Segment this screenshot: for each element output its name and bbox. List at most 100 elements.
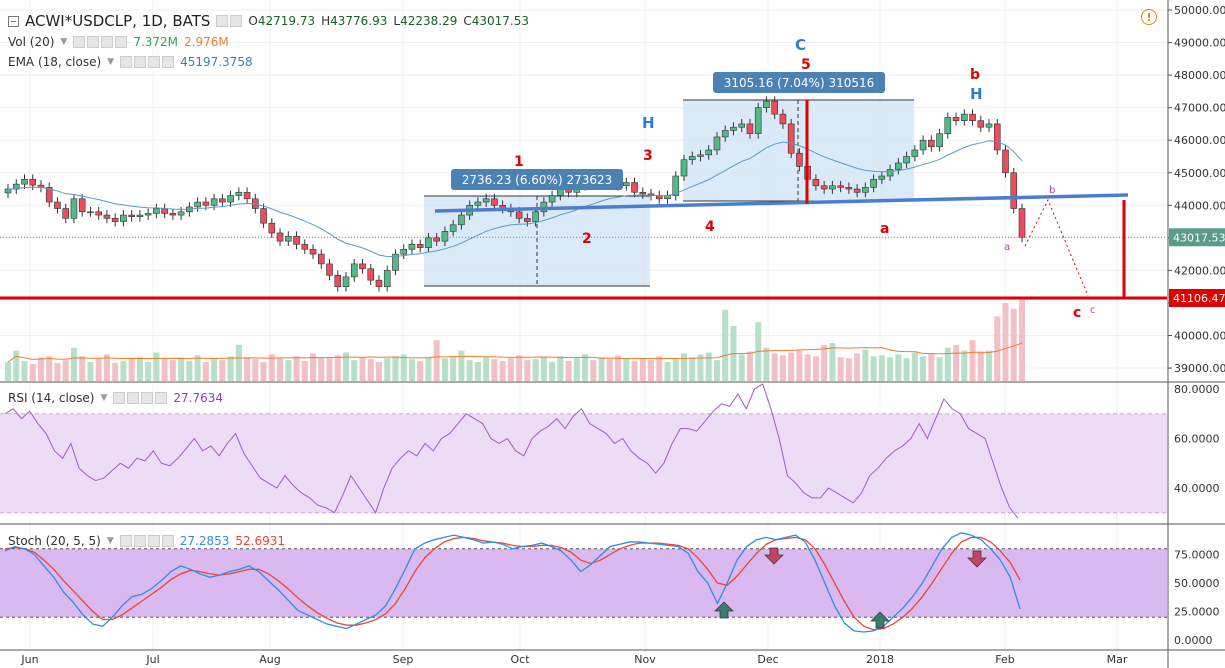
open-label: O (248, 14, 258, 28)
candle-body (705, 149, 713, 156)
candle-body (210, 198, 218, 206)
wave-H-label: H (642, 114, 655, 132)
candle-body (903, 156, 910, 164)
candle-body (730, 126, 737, 131)
symbol-title[interactable]: ACWI*USDCLP, 1D, BATS (25, 12, 211, 30)
volume-bar (507, 358, 514, 381)
volume-bar (837, 357, 844, 381)
candle-body (293, 235, 300, 245)
volume-buttons[interactable] (73, 36, 128, 48)
candle-body (441, 231, 449, 242)
volume-bar (672, 358, 679, 381)
x-axis-label-oct: Oct (510, 653, 530, 666)
candle-body (977, 120, 985, 128)
candle-body (796, 152, 803, 167)
volume-bar (746, 351, 753, 381)
candle-body (177, 211, 185, 216)
small-b-label: b (1049, 185, 1055, 196)
volume-bar (293, 356, 300, 381)
volume-bar (400, 354, 407, 381)
buy-arrow-2-icon (870, 611, 890, 629)
collapse-icon[interactable] (8, 15, 19, 27)
support-price-value: 41106.47 (1173, 292, 1225, 305)
exclamation-icon[interactable]: ! (1141, 9, 1157, 25)
wave-3-label: 3 (643, 148, 653, 164)
stoch-k-line (4, 532, 1021, 633)
candle-body (276, 232, 284, 242)
candle-body (853, 188, 861, 193)
candle-body (54, 201, 61, 209)
volume-bar (796, 350, 803, 381)
chevron-down-icon[interactable]: ▼ (100, 393, 108, 403)
chevron-down-icon[interactable]: ▼ (60, 37, 68, 47)
volume-bar (351, 360, 358, 381)
candle-body (713, 136, 721, 151)
neckline (434, 193, 1129, 213)
volume-bar (244, 357, 251, 381)
volume-bar (821, 344, 828, 381)
volume-bar (953, 344, 960, 381)
volume-bar (705, 352, 712, 381)
wave-2-label: 2 (582, 231, 592, 247)
volume-bar (227, 356, 234, 381)
volume-bar (310, 353, 317, 381)
volume-bar (862, 349, 869, 381)
stoch-tick-label: 0.0000 (1174, 634, 1213, 647)
candle-body (416, 244, 424, 248)
candle-body (919, 139, 927, 151)
stoch-buttons[interactable] (119, 535, 174, 547)
rsi-value: 27.7634 (173, 391, 224, 405)
candle-body (524, 218, 531, 222)
candle-body (1018, 208, 1026, 238)
rsi-label[interactable]: RSI (14, close) (8, 391, 95, 405)
candle-body (317, 253, 325, 265)
volume-bar (631, 361, 638, 381)
candle-body (911, 149, 919, 157)
candle-body (383, 270, 391, 287)
stoch-d-value: 52.6931 (235, 534, 286, 548)
candle-body (408, 244, 416, 250)
volume-label[interactable]: Vol (20) (8, 35, 55, 49)
support-price-tag (1169, 289, 1225, 307)
volume-bar (120, 361, 127, 381)
ema-legend: EMA (18, close) ▼ 45197.3758 (8, 55, 253, 69)
candle-body (928, 139, 935, 148)
rsi-line (4, 383, 1019, 519)
candle-body (515, 211, 523, 219)
volume-bar (301, 361, 308, 381)
measure-label-2: 3105.16 (7.04%) 310516 (724, 76, 875, 90)
candle-body (993, 123, 1001, 151)
stoch-tick-label: 25.0000 (1174, 606, 1220, 619)
high-value: 43776.93 (330, 14, 388, 28)
volume-bar (433, 340, 440, 381)
volume-bar (845, 358, 852, 381)
ema-label[interactable]: EMA (18, close) (8, 55, 102, 69)
sell-arrow-2-icon (967, 550, 987, 568)
candle-body (219, 198, 226, 203)
candle-body (969, 113, 976, 121)
volume-bar (112, 362, 119, 381)
candle-body (779, 113, 787, 125)
volume-bar (532, 359, 539, 381)
volume-bar (697, 354, 704, 381)
candle-body (697, 154, 704, 157)
wave-b-label: b (970, 67, 980, 83)
volume-bar (598, 357, 605, 381)
chevron-down-icon[interactable]: ▼ (107, 57, 115, 67)
volume-bar (615, 355, 622, 381)
ema-line (7, 140, 1023, 258)
candle-body (1010, 172, 1018, 209)
rsi-buttons[interactable] (113, 392, 168, 404)
price-tick-label: 42000.00 (1174, 264, 1225, 277)
candle-body (433, 237, 440, 242)
volume-bar (738, 354, 745, 381)
ema-buttons[interactable] (120, 56, 175, 68)
chevron-down-icon[interactable]: ▼ (106, 536, 114, 546)
candle-body (375, 279, 383, 287)
volume-bar (895, 354, 902, 381)
candle-body (886, 169, 894, 177)
stoch-label[interactable]: Stoch (20, 5, 5) (8, 534, 101, 548)
volume-bar (788, 352, 795, 381)
legend-buttons[interactable] (216, 15, 243, 27)
